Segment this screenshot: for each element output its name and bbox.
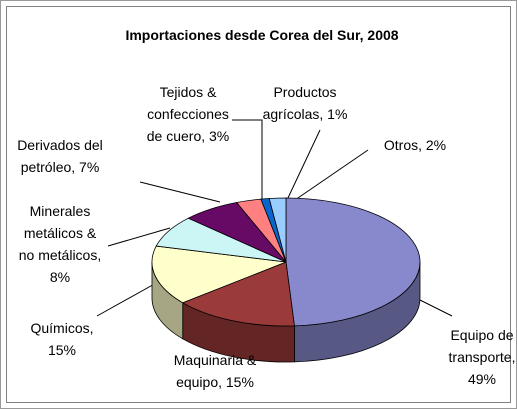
data-label: Productos agrícolas, 1% bbox=[263, 84, 348, 122]
side-shade bbox=[152, 262, 183, 339]
leader-line bbox=[96, 281, 159, 317]
data-label: Minerales metálicos & no metálicos, 8% bbox=[19, 203, 101, 285]
label-line: Minerales bbox=[30, 203, 91, 219]
label-line: equipo, 15% bbox=[176, 374, 254, 390]
data-label: Maquinaria & equipo, 15% bbox=[174, 352, 257, 390]
leader-line bbox=[286, 129, 321, 201]
label-line: de cuero, 3% bbox=[147, 128, 230, 144]
slice bbox=[151, 245, 287, 304]
label-line: Equipo de bbox=[450, 327, 513, 343]
data-label: Tejidos & confecciones de cuero, 3% bbox=[147, 84, 230, 144]
label-line: Maquinaria & bbox=[174, 352, 257, 368]
leader-line bbox=[294, 149, 369, 201]
leader-line bbox=[419, 299, 453, 317]
label-line: Otros, 2% bbox=[384, 137, 446, 153]
label-line: Productos bbox=[273, 84, 336, 100]
slice bbox=[181, 261, 295, 327]
label-line: metálicos & bbox=[24, 225, 97, 241]
side-shade bbox=[182, 302, 295, 362]
leader-lines bbox=[96, 119, 453, 317]
data-label: Equipo de transporte, 49% bbox=[449, 327, 516, 387]
leader-line bbox=[232, 119, 263, 200]
data-label: Químicos, 15% bbox=[30, 320, 93, 358]
slice bbox=[268, 197, 287, 263]
label-line: agrícolas, 1% bbox=[263, 106, 348, 122]
leader-line bbox=[139, 181, 221, 203]
leader-line bbox=[107, 227, 171, 247]
data-label: Derivados del petróleo, 7% bbox=[17, 137, 103, 175]
data-label: Otros, 2% bbox=[384, 137, 446, 153]
chart-title: Importaciones desde Corea del Sur, 2008 bbox=[125, 27, 398, 43]
label-line: no metálicos, bbox=[19, 247, 101, 263]
slice bbox=[285, 197, 421, 327]
label-line: 8% bbox=[50, 269, 70, 285]
label-line: transporte, bbox=[449, 349, 516, 365]
plot-border bbox=[6, 6, 511, 403]
label-line: Tejidos & bbox=[160, 84, 217, 100]
side-shade bbox=[294, 262, 420, 362]
label-line: Químicos, bbox=[30, 320, 93, 336]
label-line: confecciones bbox=[147, 106, 229, 122]
label-line: petróleo, 7% bbox=[21, 159, 100, 175]
label-line: 49% bbox=[468, 371, 496, 387]
label-line: Derivados del bbox=[17, 137, 103, 153]
label-line: 15% bbox=[48, 342, 76, 358]
